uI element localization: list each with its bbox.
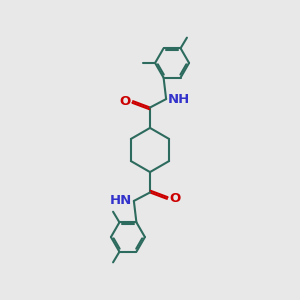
Text: HN: HN <box>110 194 132 208</box>
Text: O: O <box>169 192 181 205</box>
Text: O: O <box>119 95 130 108</box>
Text: NH: NH <box>168 92 190 106</box>
